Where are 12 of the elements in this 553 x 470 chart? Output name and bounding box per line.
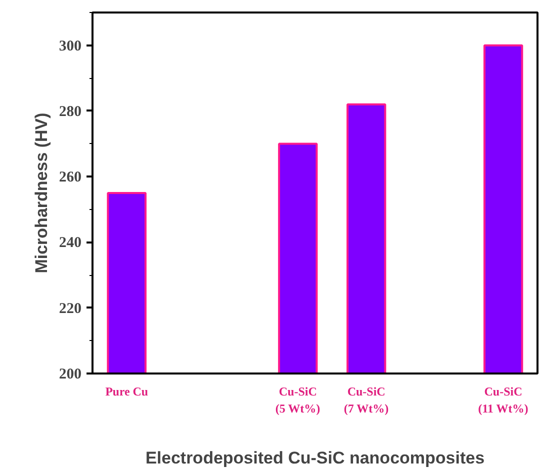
x-tick-label: Pure Cu <box>105 384 148 398</box>
y-axis-title: Microhardness (HV) <box>32 112 51 274</box>
y-tick-label: 260 <box>59 170 82 186</box>
x-tick-label: Cu-SiC (7 Wt%) <box>344 384 389 416</box>
x-axis-title: Electrodeposited Cu-SiC nanocomposites <box>145 448 485 468</box>
y-tick-label: 220 <box>59 300 82 317</box>
y-tick-label: 240 <box>59 235 82 252</box>
x-tick-label: Cu-SiC (5 Wt%) <box>275 384 320 416</box>
x-tick-label: Cu-SiC (11 Wt%) <box>478 384 528 416</box>
y-tick-label: 300 <box>59 38 82 54</box>
y-tick-label: 200 <box>59 366 82 382</box>
y-tick-label: 280 <box>59 104 82 120</box>
